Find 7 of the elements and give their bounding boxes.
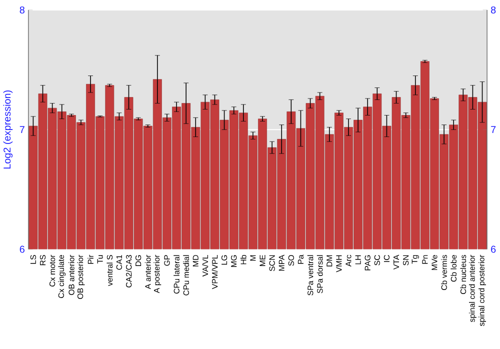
y2-tick-label: 7 [491, 126, 496, 134]
y-tick-label: 7 [20, 126, 24, 134]
y-tick-label: 6 [20, 246, 24, 253]
y2-tick-label: 6 [491, 246, 496, 253]
y2-tick-label: 8 [491, 6, 496, 14]
y-tick-label: 8 [20, 6, 24, 14]
y-axis-title: Log2 (expression) [3, 90, 13, 169]
